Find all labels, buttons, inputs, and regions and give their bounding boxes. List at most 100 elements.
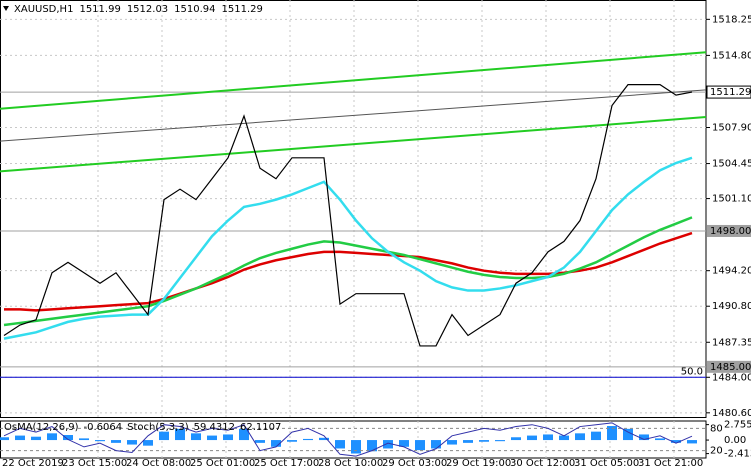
header-arrow bbox=[3, 6, 9, 11]
header-text: 1510.94 bbox=[174, 4, 215, 15]
osma-bar bbox=[639, 434, 649, 441]
osma-bar bbox=[687, 440, 697, 444]
x-tick-label: 22 Oct 2019 bbox=[2, 458, 64, 468]
osma-tick-label: 2.7555 bbox=[724, 420, 751, 431]
osma-bar bbox=[31, 436, 41, 441]
x-tick-label: 30 Oct 12:00 bbox=[510, 458, 575, 468]
series-line bbox=[4, 231, 693, 312]
y-tick-label: 1514.80 bbox=[712, 50, 751, 61]
y-tick-label: 1490.80 bbox=[712, 301, 751, 312]
y-tick-label: 1484.00 bbox=[712, 372, 751, 383]
osma-bar bbox=[223, 434, 233, 441]
osma-bar bbox=[95, 440, 105, 442]
header-text: 1511.29 bbox=[222, 4, 263, 15]
x-tick-label: 29 Oct 03:00 bbox=[382, 458, 447, 468]
osma-bar bbox=[671, 440, 681, 443]
series-line bbox=[3, 156, 693, 340]
level-box bbox=[707, 224, 751, 237]
series-line bbox=[3, 216, 693, 327]
trendline bbox=[0, 51, 707, 110]
plot-frame bbox=[0, 0, 707, 418]
osma-tick-label: 0.00 bbox=[724, 435, 746, 446]
osma-bar bbox=[319, 437, 329, 441]
osma-bar bbox=[399, 440, 409, 447]
osma-bar bbox=[335, 440, 345, 449]
osma-bar bbox=[591, 431, 601, 441]
osma-bar bbox=[367, 440, 377, 452]
osma-bar bbox=[415, 440, 425, 451]
y-tick-label: 1480.60 bbox=[712, 408, 751, 419]
osma-bar bbox=[207, 435, 217, 441]
osc-header: 59.4312 bbox=[194, 422, 235, 433]
y-tick-label: 1501.10 bbox=[712, 194, 751, 205]
osma-bar bbox=[15, 435, 25, 441]
x-tick-label: 25 Oct 17:00 bbox=[254, 458, 319, 468]
x-tick-label: 24 Oct 08:00 bbox=[126, 458, 191, 468]
osc-header: 62.1107 bbox=[240, 422, 281, 433]
osma-bar bbox=[431, 440, 441, 449]
osma-bar bbox=[495, 440, 505, 442]
stoch-tick-label: 20 bbox=[710, 446, 723, 457]
osma-bar bbox=[0, 437, 9, 441]
osma-bar bbox=[47, 433, 57, 441]
osma-bar bbox=[623, 428, 633, 441]
x-tick-label: 28 Oct 10:00 bbox=[318, 458, 383, 468]
osma-bar bbox=[143, 440, 153, 446]
osma-bar bbox=[527, 435, 537, 441]
level-label: 1511.29 bbox=[710, 87, 751, 98]
level-label: 1485.00 bbox=[710, 362, 751, 373]
osma-bar bbox=[127, 440, 137, 445]
trendline bbox=[0, 89, 707, 142]
osma-bar bbox=[159, 431, 169, 441]
osma-bar bbox=[63, 435, 73, 441]
y-tick-label: 1507.90 bbox=[712, 123, 751, 134]
osc-header: -0.6064 bbox=[84, 422, 123, 433]
series-line bbox=[3, 84, 693, 347]
x-tick-label: 31 Oct 05:00 bbox=[574, 458, 639, 468]
osma-bar bbox=[303, 438, 313, 441]
osma-bar bbox=[447, 440, 457, 445]
x-tick-label: 31 Oct 21:00 bbox=[638, 458, 703, 468]
osma-bar bbox=[543, 434, 553, 441]
osma-bar bbox=[559, 435, 569, 441]
osma-bar bbox=[255, 440, 265, 443]
osma-bar bbox=[175, 428, 185, 441]
level-label: 1498.00 bbox=[710, 226, 751, 237]
osma-bar bbox=[287, 440, 297, 442]
osma-bar bbox=[383, 440, 393, 449]
osma-bar bbox=[511, 437, 521, 441]
osma-bar bbox=[351, 440, 361, 454]
osc-header: Stoch(5,3,3) bbox=[127, 422, 189, 433]
fibo-label: 50.0 bbox=[681, 366, 703, 377]
y-tick-label: 1487.35 bbox=[712, 337, 751, 348]
stoch-line bbox=[3, 422, 693, 457]
osma-bar bbox=[607, 426, 617, 441]
x-tick-label: 25 Oct 01:00 bbox=[190, 458, 255, 468]
y-tick-label: 1494.20 bbox=[712, 266, 751, 277]
osma-bar bbox=[239, 428, 249, 441]
stoch-tick-label: 80 bbox=[710, 423, 723, 434]
osma-bar bbox=[655, 438, 665, 441]
header-text: XAUUSD,H1 bbox=[14, 4, 73, 15]
osc-header: OsMA(12,26,9) bbox=[4, 422, 79, 433]
header-text: 1512.03 bbox=[127, 4, 168, 15]
osma-bar bbox=[271, 440, 281, 447]
osma-bar bbox=[479, 440, 489, 442]
osma-bar bbox=[191, 433, 201, 441]
osma-bar bbox=[575, 433, 585, 441]
level-box bbox=[707, 360, 751, 373]
header-text: 1511.99 bbox=[79, 4, 120, 15]
osma-tick-label: -2.4132 bbox=[724, 449, 751, 460]
osma-bar bbox=[79, 438, 89, 441]
x-tick-label: 23 Oct 15:00 bbox=[62, 458, 127, 468]
trendline bbox=[0, 116, 707, 173]
osma-bar bbox=[463, 440, 473, 443]
x-tick-label: 29 Oct 19:00 bbox=[446, 458, 511, 468]
y-tick-label: 1518.25 bbox=[712, 14, 751, 25]
y-tick-label: 1504.45 bbox=[712, 159, 751, 170]
osma-bar bbox=[111, 440, 121, 443]
level-box bbox=[706, 85, 751, 99]
